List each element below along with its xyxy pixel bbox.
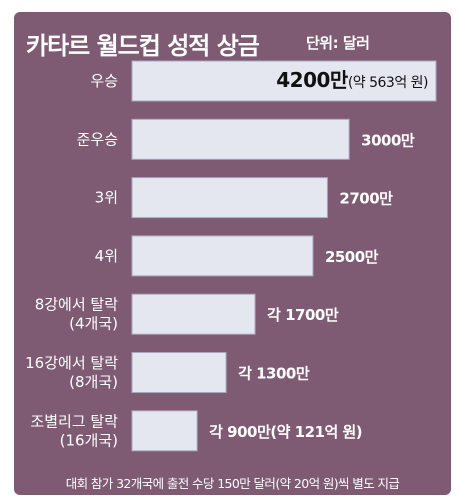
chart-title: 카타르 월드컵 성적 상금: [26, 32, 260, 60]
footnote: 대회 참가 32개국에 출전 수당 150만 달러(약 20억 원)씩 별도 지…: [65, 476, 400, 491]
unit-label: 단위: 달러: [306, 34, 370, 52]
category-label: 3위: [95, 189, 118, 207]
value-label: 2700만: [339, 190, 393, 208]
category-label: 우승: [90, 72, 118, 90]
category-label: 준우승: [77, 130, 118, 148]
category-label: 4위: [95, 247, 118, 265]
bar: [131, 293, 256, 335]
bar: [131, 352, 227, 393]
chart-panel: 카타르 월드컵 성적 상금 단위: 달러 우승 4200만(약 563억 원) 준우…: [14, 12, 451, 495]
bar: [131, 410, 198, 452]
value-label: 2500만: [325, 248, 379, 266]
bar: [131, 235, 314, 277]
value-label: 3000만: [361, 131, 415, 149]
value-label: 4200만(약 563억 원): [276, 68, 428, 92]
category-label: 16강에서 탈락 (8개국): [25, 354, 118, 391]
value-label: 각 1300만: [238, 365, 310, 383]
bar: [131, 177, 328, 219]
category-label: 조별리그 탈락 (16개국): [30, 412, 118, 449]
bar-chart: 우승 4200만(약 563억 원) 준우승 3000만 3위 2700만 4위 2500만 8…: [25, 60, 437, 452]
bar: [131, 60, 437, 102]
value-label: 각 900만(약 121억 원): [209, 423, 362, 441]
bar: [131, 118, 350, 160]
value-label: 각 1700만: [267, 306, 339, 324]
category-label: 8강에서 탈락 (4개국): [35, 296, 119, 333]
